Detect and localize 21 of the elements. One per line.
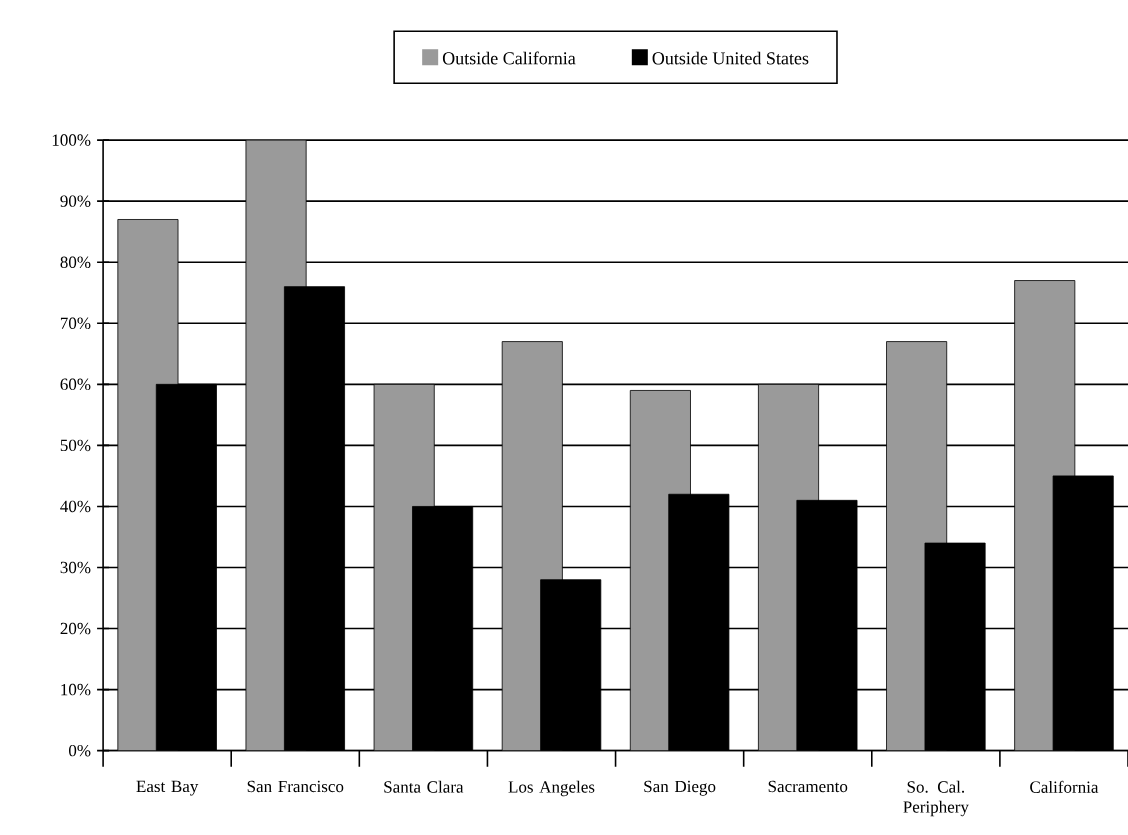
x-tick-label: East Bay [136, 780, 199, 796]
y-tick-label: 50% [60, 439, 91, 452]
x-tick-label: Santa Clara [384, 780, 464, 793]
x-tick-label: San Francisco [247, 780, 344, 793]
y-tick-label: 30% [60, 561, 91, 574]
y-tick-label: 40% [60, 500, 91, 513]
x-tick-label: San Diego [644, 780, 716, 796]
y-tick-label: 100% [52, 134, 91, 147]
x-tick-label: California [1030, 780, 1099, 794]
x-tick-label: So. Cal. Periphery [903, 780, 969, 817]
y-tick-label: 90% [60, 195, 91, 208]
y-tick-label: 70% [60, 317, 91, 330]
y-tick-label: 80% [60, 256, 91, 269]
y-tick-label: 60% [60, 378, 91, 391]
y-tick-label: 0% [69, 745, 91, 757]
legend-label: Outside California [442, 51, 576, 65]
x-tick-label: Los Angeles [508, 780, 595, 797]
legend-label: Outside United States [652, 51, 809, 65]
x-tick-label: Sacramento [768, 780, 848, 793]
y-tick-label: 10% [61, 683, 91, 696]
y-tick-label: 20% [60, 622, 91, 635]
